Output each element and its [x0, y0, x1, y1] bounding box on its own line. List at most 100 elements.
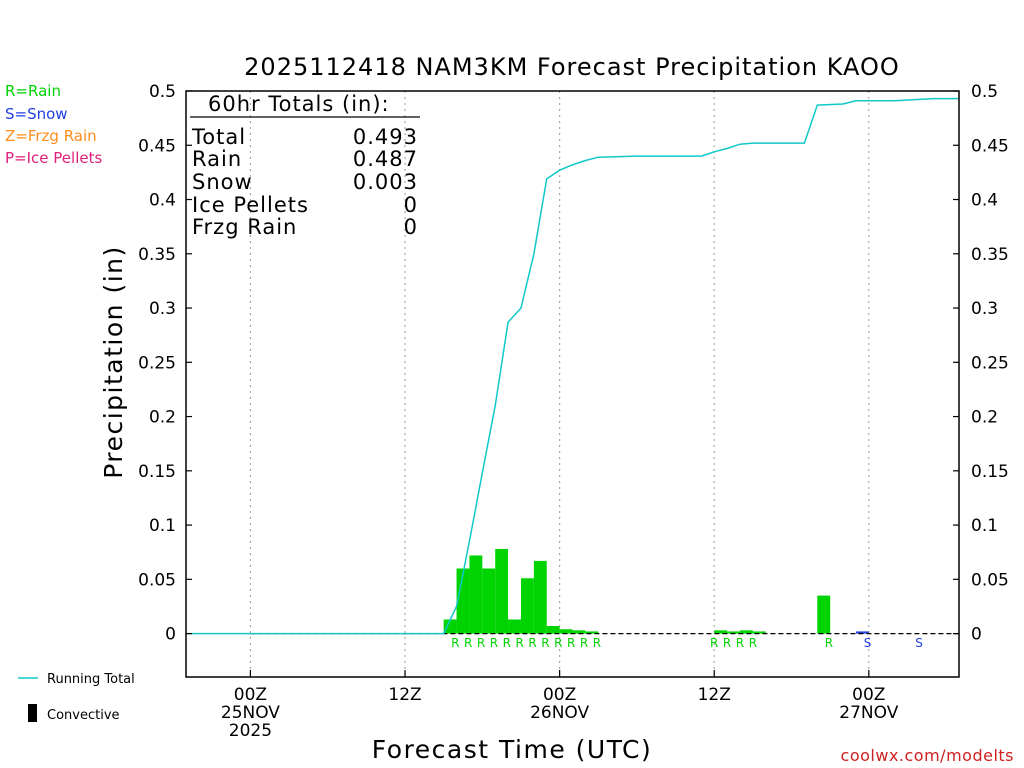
y-axis-left: 0 0.05 0.1 0.15 0.2 0.25 0.3 0.35 0.4 0.45 0.5: [138, 82, 192, 645]
y-tick-label-left-3: 0.15: [138, 462, 176, 482]
ptype-marker-6: R: [528, 636, 536, 650]
totals-label-frzg-rain: Frzg Rain: [192, 215, 297, 239]
ptype-marker-11: R: [593, 636, 601, 650]
ptype-legend: R=Rain S=Snow Z=Frzg Rain P=Ice Pellets: [5, 82, 102, 167]
x-tick-label-2-0: 00Z: [543, 685, 576, 705]
y-tick-label-right-9: 0.45: [971, 136, 1009, 156]
y-tick-label-right-2: 0.1: [971, 516, 998, 536]
chart-title: 2025112418 NAM3KM Forecast Precipitation…: [244, 53, 900, 81]
y-tick-label-right-8: 0.4: [971, 191, 998, 211]
totals-value-ice-pellets: 0: [404, 193, 418, 217]
y-tick-label-left-9: 0.45: [138, 136, 176, 156]
precip-bar-3: [482, 568, 496, 634]
y-tick-label-left-8: 0.4: [149, 191, 176, 211]
plot-frame: [185, 90, 960, 678]
totals-heading: 60hr Totals (in):: [208, 92, 390, 116]
y-tick-label-right-6: 0.3: [971, 299, 998, 319]
bottom-legend: Running Total Convective: [18, 672, 135, 723]
ptype-marker-16: R: [825, 636, 833, 650]
running-total-legend-label: Running Total: [47, 672, 135, 687]
y-tick-label-left-2: 0.1: [149, 516, 176, 536]
ptype-marker-13: R: [723, 636, 731, 650]
y-tick-label-right-3: 0.15: [971, 462, 1009, 482]
x-tick-label-2-1: 26NOV: [530, 703, 589, 723]
x-tick-label-4-0: 00Z: [852, 685, 885, 705]
ptype-marker-5: R: [516, 636, 524, 650]
totals-value-frzg-rain: 0: [404, 215, 418, 239]
y-tick-label-right-1: 0.05: [971, 570, 1009, 590]
precip-bar-17: [855, 631, 869, 634]
totals-box: 60hr Totals (in): Total 0.493 Rain 0.487…: [190, 92, 420, 239]
precip-bar-5: [508, 619, 521, 634]
precip-bar-7: [533, 560, 547, 634]
precip-bar-11: [585, 631, 599, 634]
y-tick-label-left-4: 0.2: [149, 408, 176, 428]
totals-label-rain: Rain: [192, 147, 242, 171]
precip-bars: [443, 548, 869, 634]
ptype-marker-18: S: [915, 636, 923, 650]
y-tick-label-right-4: 0.2: [971, 408, 998, 428]
convective-swatch: [28, 704, 37, 722]
ptype-marker-9: R: [567, 636, 575, 650]
precip-bar-0: [443, 619, 457, 634]
ptype-marker-10: R: [580, 636, 588, 650]
vertical-gridlines: [249, 91, 870, 677]
legend-rain: R=Rain: [5, 82, 61, 100]
precip-bar-6: [520, 578, 534, 634]
legend-frzg-rain: Z=Frzg Rain: [5, 127, 97, 145]
y-tick-label-left-5: 0.25: [138, 353, 176, 373]
totals-label-ice-pellets: Ice Pellets: [192, 193, 309, 217]
y-tick-label-left-10: 0.5: [149, 82, 176, 102]
precip-bar-9: [559, 629, 573, 634]
ptype-marker-1: R: [464, 636, 472, 650]
y-tick-label-left-0: 0: [165, 625, 176, 645]
totals-label-snow: Snow: [192, 170, 253, 194]
y-tick-label-left-6: 0.3: [149, 299, 176, 319]
credit-text: coolwx.com/modelts: [841, 746, 1014, 765]
x-tick-label-1-0: 12Z: [388, 685, 421, 705]
y-axis-right: 0 0.05 0.1 0.15 0.2 0.25 0.3 0.35 0.4 0.45 0.5: [953, 82, 1009, 645]
convective-legend-label: Convective: [47, 708, 120, 723]
ptype-marker-0: R: [451, 636, 459, 650]
y-tick-label-right-10: 0.5: [971, 82, 998, 102]
y-tick-label-right-0: 0: [971, 625, 982, 645]
ptype-marker-14: R: [736, 636, 744, 650]
legend-ice-pellets: P=Ice Pellets: [5, 149, 102, 167]
x-tick-label-0-0: 00Z: [234, 685, 267, 705]
precip-bar-2: [469, 555, 483, 634]
x-tick-label-0-1: 25NOV: [221, 703, 280, 723]
precip-bar-16: [817, 595, 831, 634]
precip-bar-13: [727, 631, 740, 634]
precip-bar-14: [739, 630, 753, 634]
precip-bar-1: [456, 568, 470, 634]
precip-bar-8: [546, 625, 560, 634]
ptype-marker-15: R: [749, 636, 757, 650]
precip-bar-10: [572, 630, 586, 634]
ptype-marker-2: R: [477, 636, 485, 650]
ptype-marker-12: R: [710, 636, 718, 650]
totals-value-snow: 0.003: [353, 170, 418, 194]
legend-snow: S=Snow: [5, 105, 68, 123]
x-tick-label-3-0: 12Z: [698, 685, 731, 705]
ptype-marker-17: S: [864, 636, 872, 650]
running-total-line: [186, 97, 959, 635]
x-tick-label-4-1: 27NOV: [839, 703, 898, 723]
ptype-marker-7: R: [541, 636, 549, 650]
x-tick-label-0-2: 2025: [229, 721, 272, 741]
precip-bar-12: [714, 630, 728, 634]
totals-value-total: 0.493: [353, 125, 418, 149]
totals-label-total: Total: [191, 125, 246, 149]
y-axis-label: Precipitation (in): [99, 245, 128, 479]
ptype-marker-8: R: [554, 636, 562, 650]
ptype-marker-4: R: [503, 636, 511, 650]
precip-bar-15: [752, 631, 766, 634]
totals-value-rain: 0.487: [353, 147, 418, 171]
y-tick-label-right-7: 0.35: [971, 245, 1009, 265]
y-tick-label-right-5: 0.25: [971, 353, 1009, 373]
precip-bar-4: [495, 548, 509, 634]
ptype-marker-3: R: [490, 636, 498, 650]
y-tick-label-left-7: 0.35: [138, 245, 176, 265]
